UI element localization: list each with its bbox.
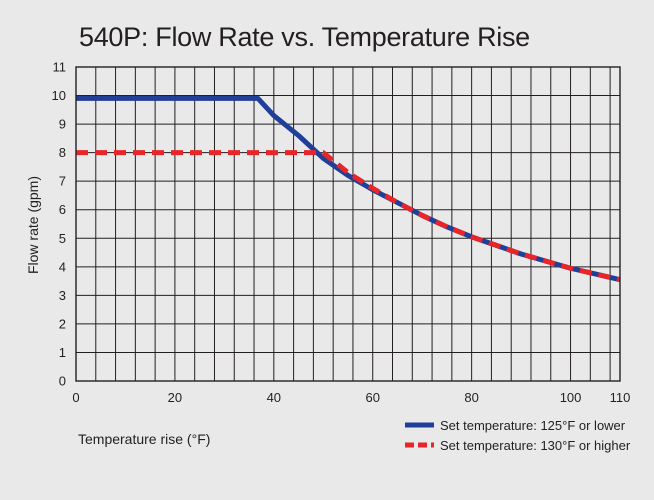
y-tick-label: 7 xyxy=(59,174,66,189)
y-tick-label: 0 xyxy=(59,374,66,389)
legend: Set temperature: 125°F or lower Set tempe… xyxy=(405,418,631,453)
chart-title: 540P: Flow Rate vs. Temperature Rise xyxy=(79,22,530,52)
y-tick-label: 6 xyxy=(59,202,66,217)
y-tick-label: 5 xyxy=(59,231,66,246)
y-tick-label: 9 xyxy=(59,117,66,132)
y-tick-label: 3 xyxy=(59,288,66,303)
x-axis-label: Temperature rise (°F) xyxy=(78,431,210,447)
series-line-1 xyxy=(76,95,621,283)
y-tick-label: 8 xyxy=(59,145,66,160)
x-tick-label: 0 xyxy=(72,390,79,405)
x-tick-label: 20 xyxy=(168,390,182,405)
series-layer xyxy=(76,95,621,283)
x-tick-label: 80 xyxy=(464,390,478,405)
plot-frame xyxy=(75,66,621,382)
x-tick-label: 110 xyxy=(610,390,631,405)
y-tick-label: 4 xyxy=(59,259,66,274)
y-tick-label: 2 xyxy=(59,316,66,331)
series-line-2 xyxy=(76,150,621,283)
legend-label-1: Set temperature: 125°F or lower xyxy=(440,418,626,433)
y-tick-label: 1 xyxy=(59,345,66,360)
x-tick-label: 100 xyxy=(560,390,582,405)
grid xyxy=(76,67,620,381)
y-tick-label: 11 xyxy=(53,60,67,75)
legend-label-2: Set temperature: 130°F or higher xyxy=(440,438,631,453)
x-tick-label: 40 xyxy=(267,390,281,405)
x-tick-label: 60 xyxy=(365,390,379,405)
y-tick-label: 10 xyxy=(52,88,66,103)
y-axis-label: Flow rate (gpm) xyxy=(25,176,41,274)
